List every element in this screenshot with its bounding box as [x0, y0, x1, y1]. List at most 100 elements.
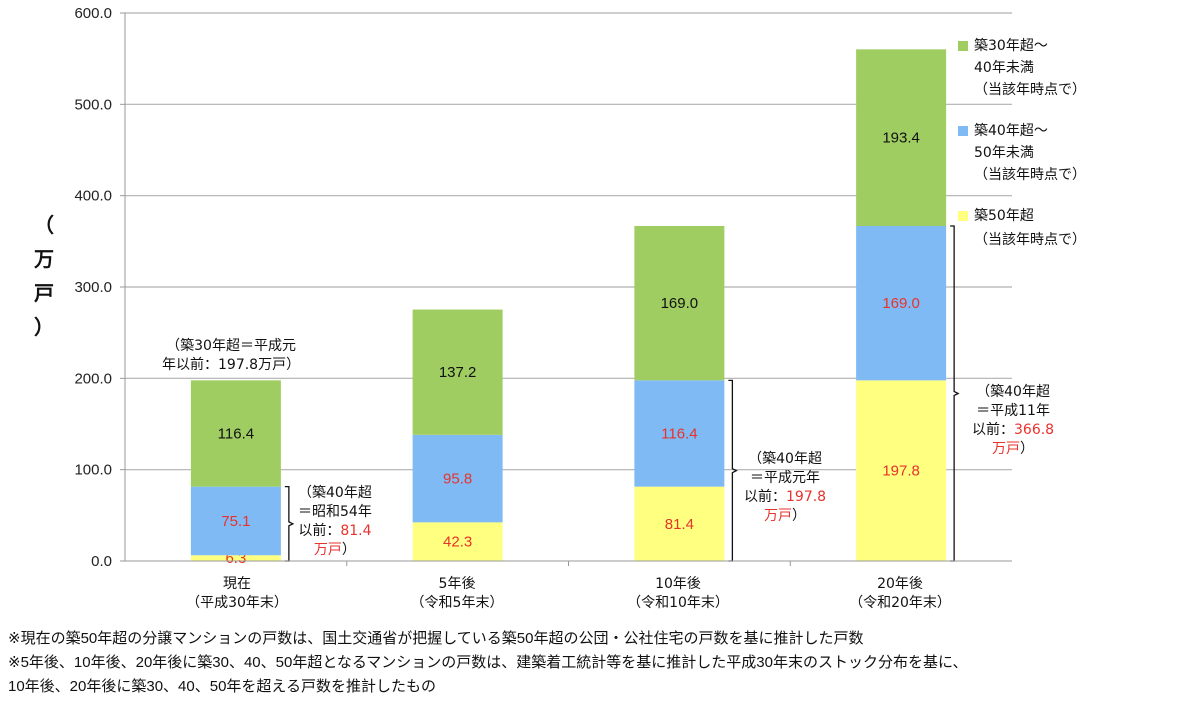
- bar-value-label: 81.4: [665, 516, 694, 533]
- x-category-label: 20年後 （令和20年末）: [820, 575, 980, 613]
- x-category-line1: 5年後: [438, 576, 476, 592]
- x-category-line2: （令和5年末）: [410, 595, 504, 611]
- bracket: [950, 225, 960, 562]
- y-tick-label: 500.0: [74, 96, 112, 113]
- bar-segment: [634, 486, 725, 561]
- footnote: ※現在の築50年超の分譲マンションの戸数は、国土交通省が把握している築50年超の…: [8, 630, 864, 647]
- legend-text: 築40年超～: [974, 123, 1048, 139]
- y-tick-label: 600.0: [74, 5, 112, 22]
- annotation-line: 以前：81.4: [298, 522, 372, 541]
- bar-value-label: 75.1: [221, 513, 250, 530]
- x-category-line1: 現在: [223, 576, 251, 592]
- y-tick-label: 0.0: [91, 553, 112, 570]
- bar-segment: [856, 380, 947, 561]
- bracket: [728, 379, 738, 562]
- annotation-line: （築40年超: [976, 384, 1050, 400]
- annotation-bracket-20: （築40年超 ＝平成11年 以前：366.8 万戸）: [972, 383, 1054, 459]
- x-category-label: 現在 （平成30年末）: [157, 575, 317, 613]
- bar-value-label: 169.0: [882, 295, 920, 312]
- y-axis-ticks: 0.0 100.0 200.0 300.0 400.0 500.0 600.0: [74, 5, 791, 570]
- legend-item-50: 築50年超 （当該年時点で）: [958, 205, 1086, 251]
- x-category-line2: （令和10年末）: [627, 595, 729, 611]
- annotation-line: ＝平成元年: [750, 470, 821, 486]
- legend-text: （当該年時点で）: [974, 167, 1086, 183]
- bar-segment: [412, 434, 503, 523]
- bar-value-label: 42.3: [443, 534, 472, 551]
- bar-segment: [190, 380, 281, 487]
- y-axis-label-char: （: [34, 213, 54, 237]
- x-category-label: 5年後 （令和5年末）: [377, 575, 537, 613]
- legend-text: 50年未満: [974, 145, 1034, 161]
- x-category-line2: （令和20年末）: [849, 595, 951, 611]
- annotation-value: 197.8: [786, 489, 827, 505]
- bar-value-label: 95.8: [443, 471, 472, 488]
- bar-segment: [190, 486, 281, 556]
- bar-segment: [412, 309, 503, 435]
- bar-value-label: 197.8: [882, 463, 920, 480]
- bar-value-label: 116.4: [218, 425, 254, 442]
- legend-text: 40年未満: [974, 60, 1034, 76]
- y-tick-label: 300.0: [74, 279, 112, 296]
- x-category-line1: 20年後: [877, 576, 923, 592]
- bar-segment: [412, 522, 503, 561]
- annotation-value: 366.8: [1014, 422, 1055, 438]
- annotation-text: 以前：: [972, 422, 1014, 438]
- legend-swatch-yellow: [958, 211, 968, 221]
- annotation-line: 万戸）: [298, 541, 372, 560]
- bar-segment: [634, 225, 725, 381]
- annotation-total-now: （築30年超＝平成元 年以前：197.8万戸）: [162, 337, 300, 375]
- annotation-line: 万戸）: [744, 507, 826, 526]
- annotation-line: 万戸）: [972, 440, 1054, 459]
- annotation-unit: 万戸: [313, 542, 342, 558]
- y-tick-label: 100.0: [74, 462, 112, 479]
- annotation-text: 以前：: [744, 489, 786, 505]
- x-category-line2: （平成30年末）: [186, 595, 288, 611]
- legend-swatch-green: [958, 41, 968, 51]
- annotation-line: ＝平成11年: [976, 403, 1050, 419]
- bar-segment: [856, 49, 947, 226]
- annotation-line: 以前：366.8: [972, 421, 1054, 440]
- legend-swatch-blue: [958, 126, 968, 136]
- footnote: ※5年後、10年後、20年後に築30、40、50年超となるマンションの戸数は、建…: [8, 654, 968, 671]
- bar-segment: [190, 555, 281, 561]
- annotation-line: 年以前：197.8万戸）: [162, 357, 301, 373]
- annotation-bracket-10: （築40年超 ＝平成元年 以前：197.8 万戸）: [744, 450, 826, 526]
- annotation-line: （築30年超＝平成元: [166, 338, 296, 354]
- bars: 6.375.1116.442.395.8137.281.4116.4169.01…: [190, 49, 947, 567]
- bar-segment: [634, 380, 725, 487]
- y-axis-label-char: ）: [34, 315, 54, 339]
- annotation-value: 81.4: [340, 523, 372, 539]
- y-tick-label: 400.0: [74, 188, 112, 205]
- legend-text: （当該年時点で）: [974, 232, 1086, 248]
- annotation-text: 以前：: [298, 523, 341, 539]
- annotation-line: （築40年超: [298, 485, 372, 501]
- bar-value-label: 169.0: [661, 295, 699, 312]
- x-category-label: 10年後 （令和10年末）: [598, 575, 758, 613]
- legend-item-40-50: 築40年超～ 50年未満 （当該年時点で）: [958, 120, 1086, 186]
- footnote: 10年後、20年後に築30、40、50年を超える戸数を推計したもの: [8, 678, 436, 695]
- y-axis-label-char: 戸: [34, 281, 54, 305]
- y-axis-label-char: 万: [34, 247, 54, 271]
- bar-value-label: 116.4: [661, 425, 697, 442]
- annotation-bracket-now: （築40年超 ＝昭和54年 以前：81.4 万戸）: [298, 484, 372, 560]
- annotation-line: 以前：197.8: [744, 488, 826, 507]
- x-category-line1: 10年後: [655, 576, 701, 592]
- bar-value-label: 137.2: [439, 364, 477, 381]
- annotation-text: ）: [1020, 441, 1035, 457]
- legend-text: （当該年時点で）: [974, 82, 1086, 98]
- bar-segment: [856, 225, 947, 381]
- bracket: [284, 486, 295, 562]
- annotation-line: ＝昭和54年: [298, 504, 372, 520]
- annotation-unit: 万戸: [992, 441, 1021, 457]
- annotation-line: （築40年超: [748, 451, 822, 467]
- y-tick-label: 200.0: [74, 370, 112, 387]
- annotation-text: ）: [341, 542, 356, 558]
- legend-item-30-40: 築30年超～ 40年未満 （当該年時点で）: [958, 35, 1086, 101]
- legend-text: 築50年超: [974, 208, 1034, 224]
- annotation-unit: 万戸: [764, 508, 793, 524]
- annotation-text: ）: [792, 508, 807, 524]
- y-axis-label: （ 万 戸 ）: [34, 208, 54, 344]
- bar-value-label: 193.4: [882, 130, 920, 147]
- legend-text: 築30年超～: [974, 38, 1048, 54]
